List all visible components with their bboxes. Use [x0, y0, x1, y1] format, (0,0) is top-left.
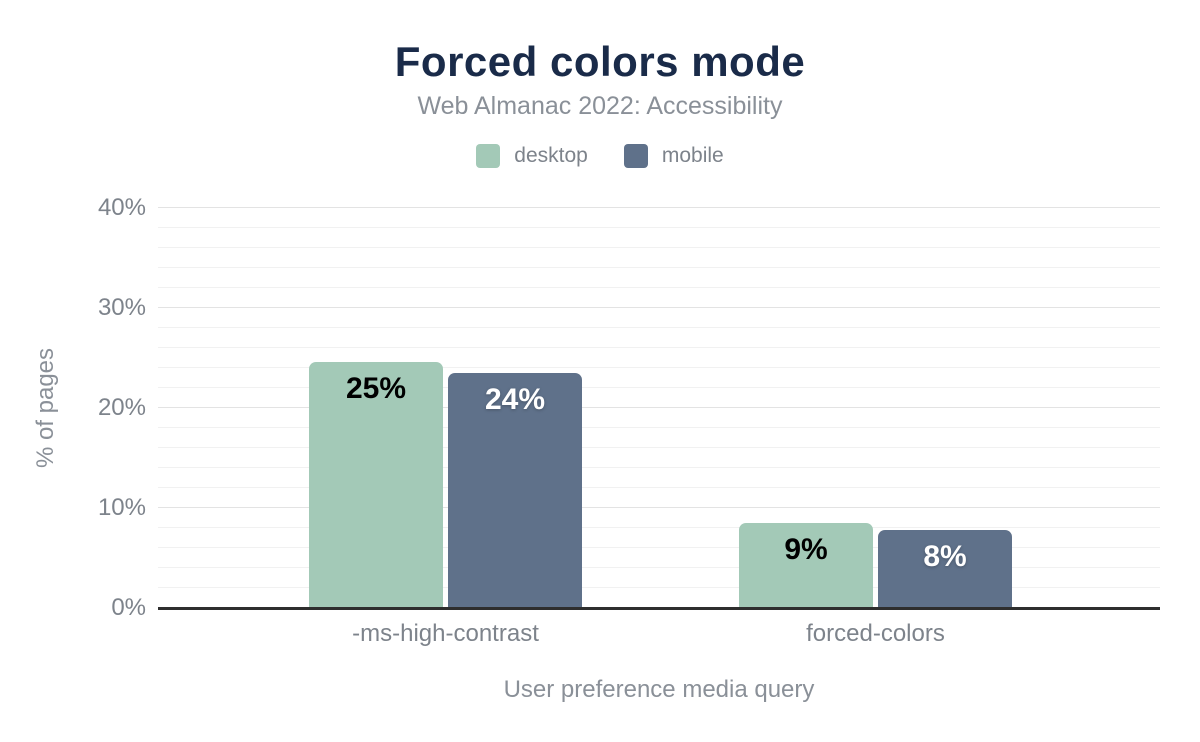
y-tick-label: 40%	[97, 194, 146, 221]
legend: desktop mobile	[0, 144, 1200, 168]
legend-label: mobile	[661, 144, 724, 167]
legend-swatch-desktop	[476, 144, 501, 168]
legend-label: desktop	[514, 144, 588, 167]
gridline-minor	[158, 327, 1160, 328]
bar-value-label: 9%	[784, 533, 828, 566]
plot-area: 25% 24% 9% 8%	[158, 207, 1160, 610]
gridline-major	[158, 307, 1160, 308]
gridline-minor	[158, 267, 1160, 268]
gridline-minor	[158, 587, 1160, 588]
bar-mobile-forced-colors: 8%	[878, 530, 1012, 608]
gridline-minor	[158, 427, 1160, 428]
y-axis-ticks: 0% 10% 20% 30% 40%	[0, 194, 146, 621]
bar-desktop-forced-colors: 9%	[739, 523, 873, 608]
chart-subtitle: Web Almanac 2022: Accessibility	[417, 92, 783, 120]
x-tick-label: -ms-high-contrast	[352, 620, 539, 647]
gridline-major	[158, 407, 1160, 408]
gridline-minor	[158, 567, 1160, 568]
y-tick-label: 30%	[97, 294, 146, 321]
gridline-minor	[158, 487, 1160, 488]
chart-title: Forced colors mode	[394, 38, 806, 85]
y-tick-label: 0%	[111, 594, 146, 621]
x-tick-label: forced-colors	[806, 620, 945, 647]
legend-swatch-mobile	[623, 144, 648, 168]
gridline-major	[158, 207, 1160, 208]
x-axis-ticks: -ms-high-contrast forced-colors	[158, 612, 1160, 652]
bar-value-label: 8%	[923, 540, 967, 573]
gridline-minor	[158, 367, 1160, 368]
bar-desktop--ms-high-contrast: 25%	[309, 362, 443, 608]
x-axis-title: User preference media query	[503, 676, 815, 703]
gridline-minor	[158, 227, 1160, 228]
y-tick-label: 20%	[97, 394, 146, 421]
legend-item-mobile: mobile	[623, 144, 724, 168]
gridline-minor	[158, 347, 1160, 348]
gridline-minor	[158, 547, 1160, 548]
bar-mobile--ms-high-contrast: 24%	[448, 373, 582, 608]
bar-value-label: 24%	[484, 383, 546, 416]
gridline-minor	[158, 247, 1160, 248]
gridline-minor	[158, 387, 1160, 388]
gridline-minor	[158, 287, 1160, 288]
x-axis-line	[158, 607, 1160, 610]
gridline-minor	[158, 447, 1160, 448]
gridline-major	[158, 507, 1160, 508]
bar-value-label: 25%	[345, 372, 407, 405]
gridline-minor	[158, 527, 1160, 528]
gridline-minor	[158, 467, 1160, 468]
y-tick-label: 10%	[97, 494, 146, 521]
legend-item-desktop: desktop	[476, 144, 588, 168]
